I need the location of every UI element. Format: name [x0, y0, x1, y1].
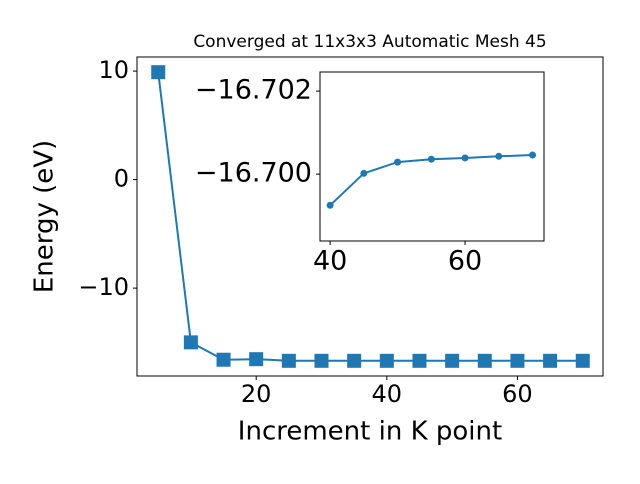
- x-tick-label: 60: [502, 380, 533, 408]
- marker: [529, 151, 537, 159]
- x-tick-label: 40: [372, 380, 403, 408]
- marker: [427, 155, 435, 163]
- y-axis-label: Energy (eV): [30, 140, 60, 293]
- marker: [510, 353, 525, 368]
- y-tick-label: 10: [98, 56, 129, 84]
- x-tick-label: 60: [448, 245, 482, 276]
- marker: [412, 353, 427, 368]
- marker: [314, 353, 329, 368]
- marker: [477, 353, 492, 368]
- y-tick-label: −10: [78, 273, 129, 301]
- marker: [216, 352, 231, 367]
- y-tick-label: −16.702: [195, 75, 312, 106]
- y-tick-label: −16.700: [195, 158, 312, 189]
- marker: [249, 352, 264, 367]
- marker: [183, 335, 198, 350]
- marker: [445, 353, 460, 368]
- marker: [360, 169, 368, 177]
- x-tick-label: 40: [313, 245, 347, 276]
- marker: [379, 353, 394, 368]
- x-axis-label: Increment in K point: [238, 417, 502, 447]
- x-tick-label: 20: [241, 380, 272, 408]
- marker: [575, 353, 590, 368]
- marker: [281, 353, 296, 368]
- marker: [495, 152, 503, 160]
- marker: [326, 201, 334, 209]
- marker: [151, 65, 166, 80]
- marker: [543, 353, 558, 368]
- chart-title: Converged at 11x3x3 Automatic Mesh 45: [193, 32, 546, 52]
- marker: [461, 154, 469, 162]
- marker: [347, 353, 362, 368]
- y-tick-label: 0: [114, 165, 129, 193]
- marker: [394, 158, 402, 166]
